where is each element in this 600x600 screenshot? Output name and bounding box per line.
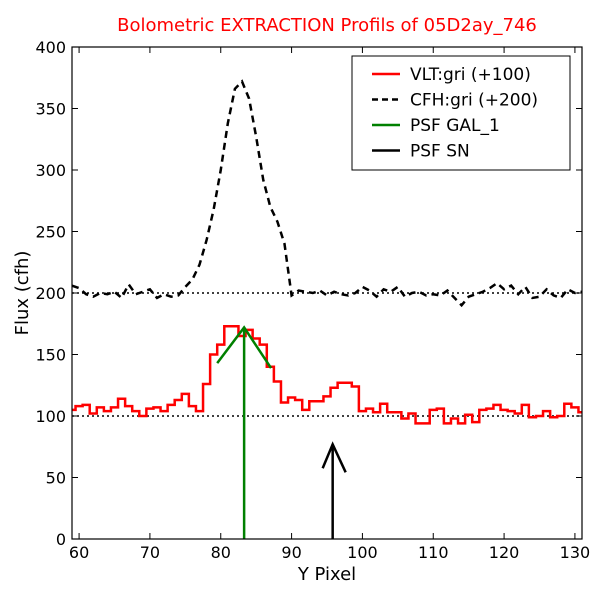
x-tick-label: 130 bbox=[560, 543, 591, 562]
series-3-head bbox=[321, 441, 347, 473]
x-tick-label: 110 bbox=[418, 543, 449, 562]
x-tick-label: 100 bbox=[347, 543, 378, 562]
y-tick-label: 100 bbox=[35, 407, 66, 426]
x-axis-label: Y Pixel bbox=[297, 564, 356, 585]
axes: 60 70 80 90 100 110 120 130 0 50 100 150 200 250 300 35… bbox=[35, 38, 590, 562]
legend-label-3: PSF SN bbox=[410, 142, 470, 162]
y-axis-label: Flux (cfh) bbox=[12, 251, 33, 336]
legend: VLT:gri (+100) CFH:gri (+200) PSF GAL_1 PSF… bbox=[351, 55, 571, 171]
chart-title: Bolometric EXTRACTION Profils of 05D2ay_… bbox=[117, 15, 537, 36]
series-1-line bbox=[72, 79, 582, 308]
plot-area bbox=[72, 79, 582, 539]
y-tick-label: 400 bbox=[35, 38, 66, 57]
legend-label-0: VLT:gri (+100) bbox=[410, 65, 531, 85]
plot-series bbox=[72, 79, 582, 539]
x-tick-label: 120 bbox=[489, 543, 520, 562]
x-tick-label: 80 bbox=[211, 543, 231, 562]
x-tick-label: 70 bbox=[140, 543, 160, 562]
y-tick-label: 50 bbox=[46, 469, 66, 488]
y-tick-label: 350 bbox=[35, 100, 66, 119]
y-tick-label: 300 bbox=[35, 161, 66, 180]
legend-label-1: CFH:gri (+200) bbox=[410, 91, 538, 111]
x-tick-label: 60 bbox=[69, 543, 89, 562]
y-tick-label: 200 bbox=[35, 284, 66, 303]
y-tick-label: 150 bbox=[35, 346, 66, 365]
x-tick-label: 90 bbox=[281, 543, 301, 562]
y-tick-label: 250 bbox=[35, 223, 66, 242]
y-tick-label: 0 bbox=[56, 530, 66, 549]
legend-label-2: PSF GAL_1 bbox=[410, 116, 500, 136]
series-0-line bbox=[72, 324, 582, 425]
